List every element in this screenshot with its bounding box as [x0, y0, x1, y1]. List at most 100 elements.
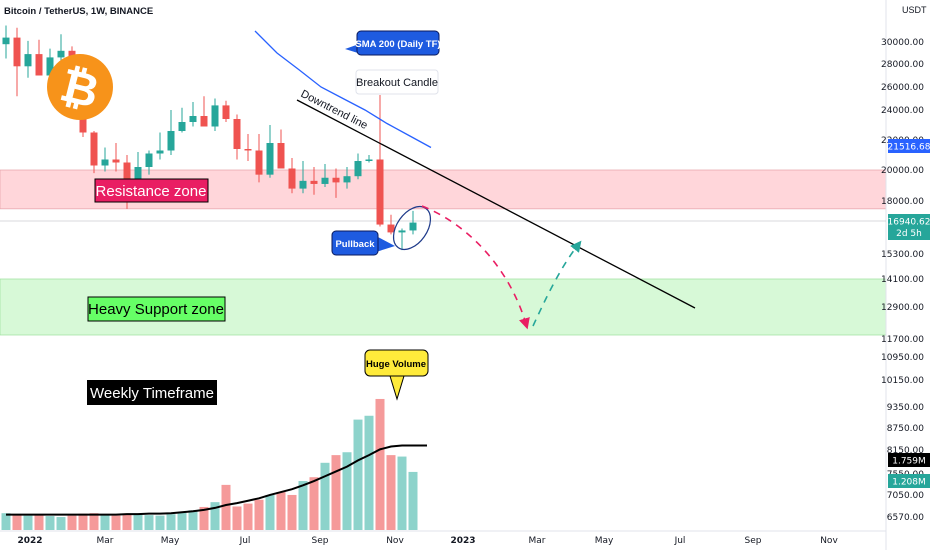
candle-body: [376, 159, 384, 225]
candle-body: [123, 162, 131, 188]
time-tick-label: Nov: [820, 536, 838, 546]
price-tick-label: 10950.00: [881, 353, 924, 363]
candle-body: [244, 149, 252, 151]
candle-body: [343, 176, 351, 183]
last-price-badge: 16940.62 2d 5h: [888, 214, 931, 240]
candle-body: [354, 161, 362, 177]
price-tick-label: 18000.00: [881, 197, 924, 207]
candle-body: [409, 222, 417, 231]
volume-ma-line: [6, 444, 427, 516]
time-tick-label: Jul: [674, 536, 686, 546]
price-tick-label: 11700.00: [881, 335, 924, 345]
time-tick-label: Mar: [97, 536, 114, 546]
time-tick-label: 2023: [450, 536, 475, 546]
support-label: Heavy Support zone: [87, 296, 226, 322]
candle-body: [178, 122, 186, 131]
projection-up-arrow[interactable]: [532, 240, 582, 327]
time-axis[interactable]: 2022 Mar May Jul Sep Nov 2023 Mar May Jul Sep Nov: [17, 536, 838, 546]
candle-body: [222, 105, 230, 119]
volume-bar: [188, 510, 198, 530]
time-tick-label: Sep: [745, 536, 762, 546]
volume-bar: [254, 499, 264, 530]
volume-bar: [56, 517, 66, 530]
price-tick-label: 6570.00: [887, 513, 924, 523]
volume-bar: [155, 515, 165, 530]
downtrend-label: Downtrend line: [299, 88, 370, 132]
candle-body: [145, 153, 153, 167]
price-tick-label: 10150.00: [881, 376, 924, 386]
candle-body: [35, 54, 43, 76]
volume-bar: [23, 515, 33, 530]
sma-callout-text: SMA 200 (Daily TF): [355, 39, 440, 50]
volume-text: 1.208M: [892, 478, 926, 488]
time-tick-label: Sep: [312, 536, 329, 546]
candle-body: [101, 159, 109, 166]
currency-label: USDT: [902, 5, 927, 15]
candle-body: [200, 116, 208, 127]
volume-bar: [309, 477, 319, 530]
timeframe-label: Weekly Timeframe: [87, 380, 217, 405]
breakout-callout-text: Breakout Candle: [356, 77, 438, 89]
sma-callout: SMA 200 (Daily TF): [345, 30, 441, 56]
price-axis[interactable]: 30000.0028000.0026000.0024000.0022000.00…: [881, 38, 924, 523]
volume-bar: [375, 398, 385, 530]
volume-bar: [265, 494, 275, 530]
downtrend-line[interactable]: [296, 99, 696, 309]
chart-title: Bitcoin / TetherUS, 1W, BINANCE: [4, 6, 153, 17]
volume-bar: [386, 455, 396, 530]
price-tick-label: 15300.00: [881, 250, 924, 260]
volume-bar: [144, 515, 154, 530]
timeframe-label-text: Weekly Timeframe: [90, 385, 214, 402]
volume-callout: Huge Volume: [364, 349, 429, 401]
last-price-text: 16940.62: [888, 218, 931, 228]
candle-body: [24, 54, 32, 67]
volume-bar: [221, 484, 231, 530]
support-label-text: Heavy Support zone: [88, 301, 224, 318]
bitcoin-logo: ₿: [47, 54, 113, 120]
volume-bar: [276, 492, 286, 530]
volume-bar: [177, 512, 187, 530]
volume-bar: [78, 513, 88, 530]
volume-bar: [34, 515, 44, 530]
volume-bar: [408, 471, 418, 530]
breakout-callout: Breakout Candle: [355, 69, 439, 95]
candle-body: [156, 150, 164, 154]
sma-price-text: 21516.68: [888, 143, 931, 153]
volume-bar: [199, 506, 209, 530]
candle-body: [167, 131, 175, 151]
price-tick-label: 12900.00: [881, 303, 924, 313]
price-tick-label: 9350.00: [887, 403, 924, 413]
price-tick-label: 14100.00: [881, 275, 924, 285]
candle-body: [233, 119, 241, 149]
sma-price-badge: 21516.68: [888, 139, 931, 153]
sma-200-line: [254, 30, 432, 149]
candle-body: [46, 57, 54, 76]
volume-ma-badge: 1.759M: [888, 453, 930, 467]
volume-bar: [210, 502, 220, 530]
candle-body: [321, 177, 329, 184]
candle-body: [189, 116, 197, 122]
volume-callout-text: Huge Volume: [366, 359, 426, 370]
candle-body: [288, 168, 296, 189]
price-tick-label: 7050.00: [887, 491, 924, 501]
volume-bar: [45, 516, 55, 530]
price-tick-label: 8150.00: [887, 446, 924, 456]
volume-bar: [243, 503, 253, 530]
volume-bar: [364, 415, 374, 530]
pullback-callout-text: Pullback: [335, 239, 375, 250]
candle-body: [211, 105, 219, 127]
price-tick-label: 26000.00: [881, 83, 924, 93]
price-tick-label: 20000.00: [881, 166, 924, 176]
projection-down-arrow[interactable]: [421, 205, 530, 330]
price-tick-label: 8750.00: [887, 424, 924, 434]
volume-bar: [100, 514, 110, 530]
volume-bar: [111, 515, 121, 530]
time-tick-label: 2022: [17, 536, 42, 546]
candle-body: [57, 50, 65, 58]
candle-body: [365, 159, 373, 161]
volume-bar: [397, 456, 407, 530]
candle-body: [13, 37, 21, 67]
volume-bar: [166, 514, 176, 530]
countdown-text: 2d 5h: [896, 229, 922, 239]
volume-bar: [232, 506, 242, 530]
